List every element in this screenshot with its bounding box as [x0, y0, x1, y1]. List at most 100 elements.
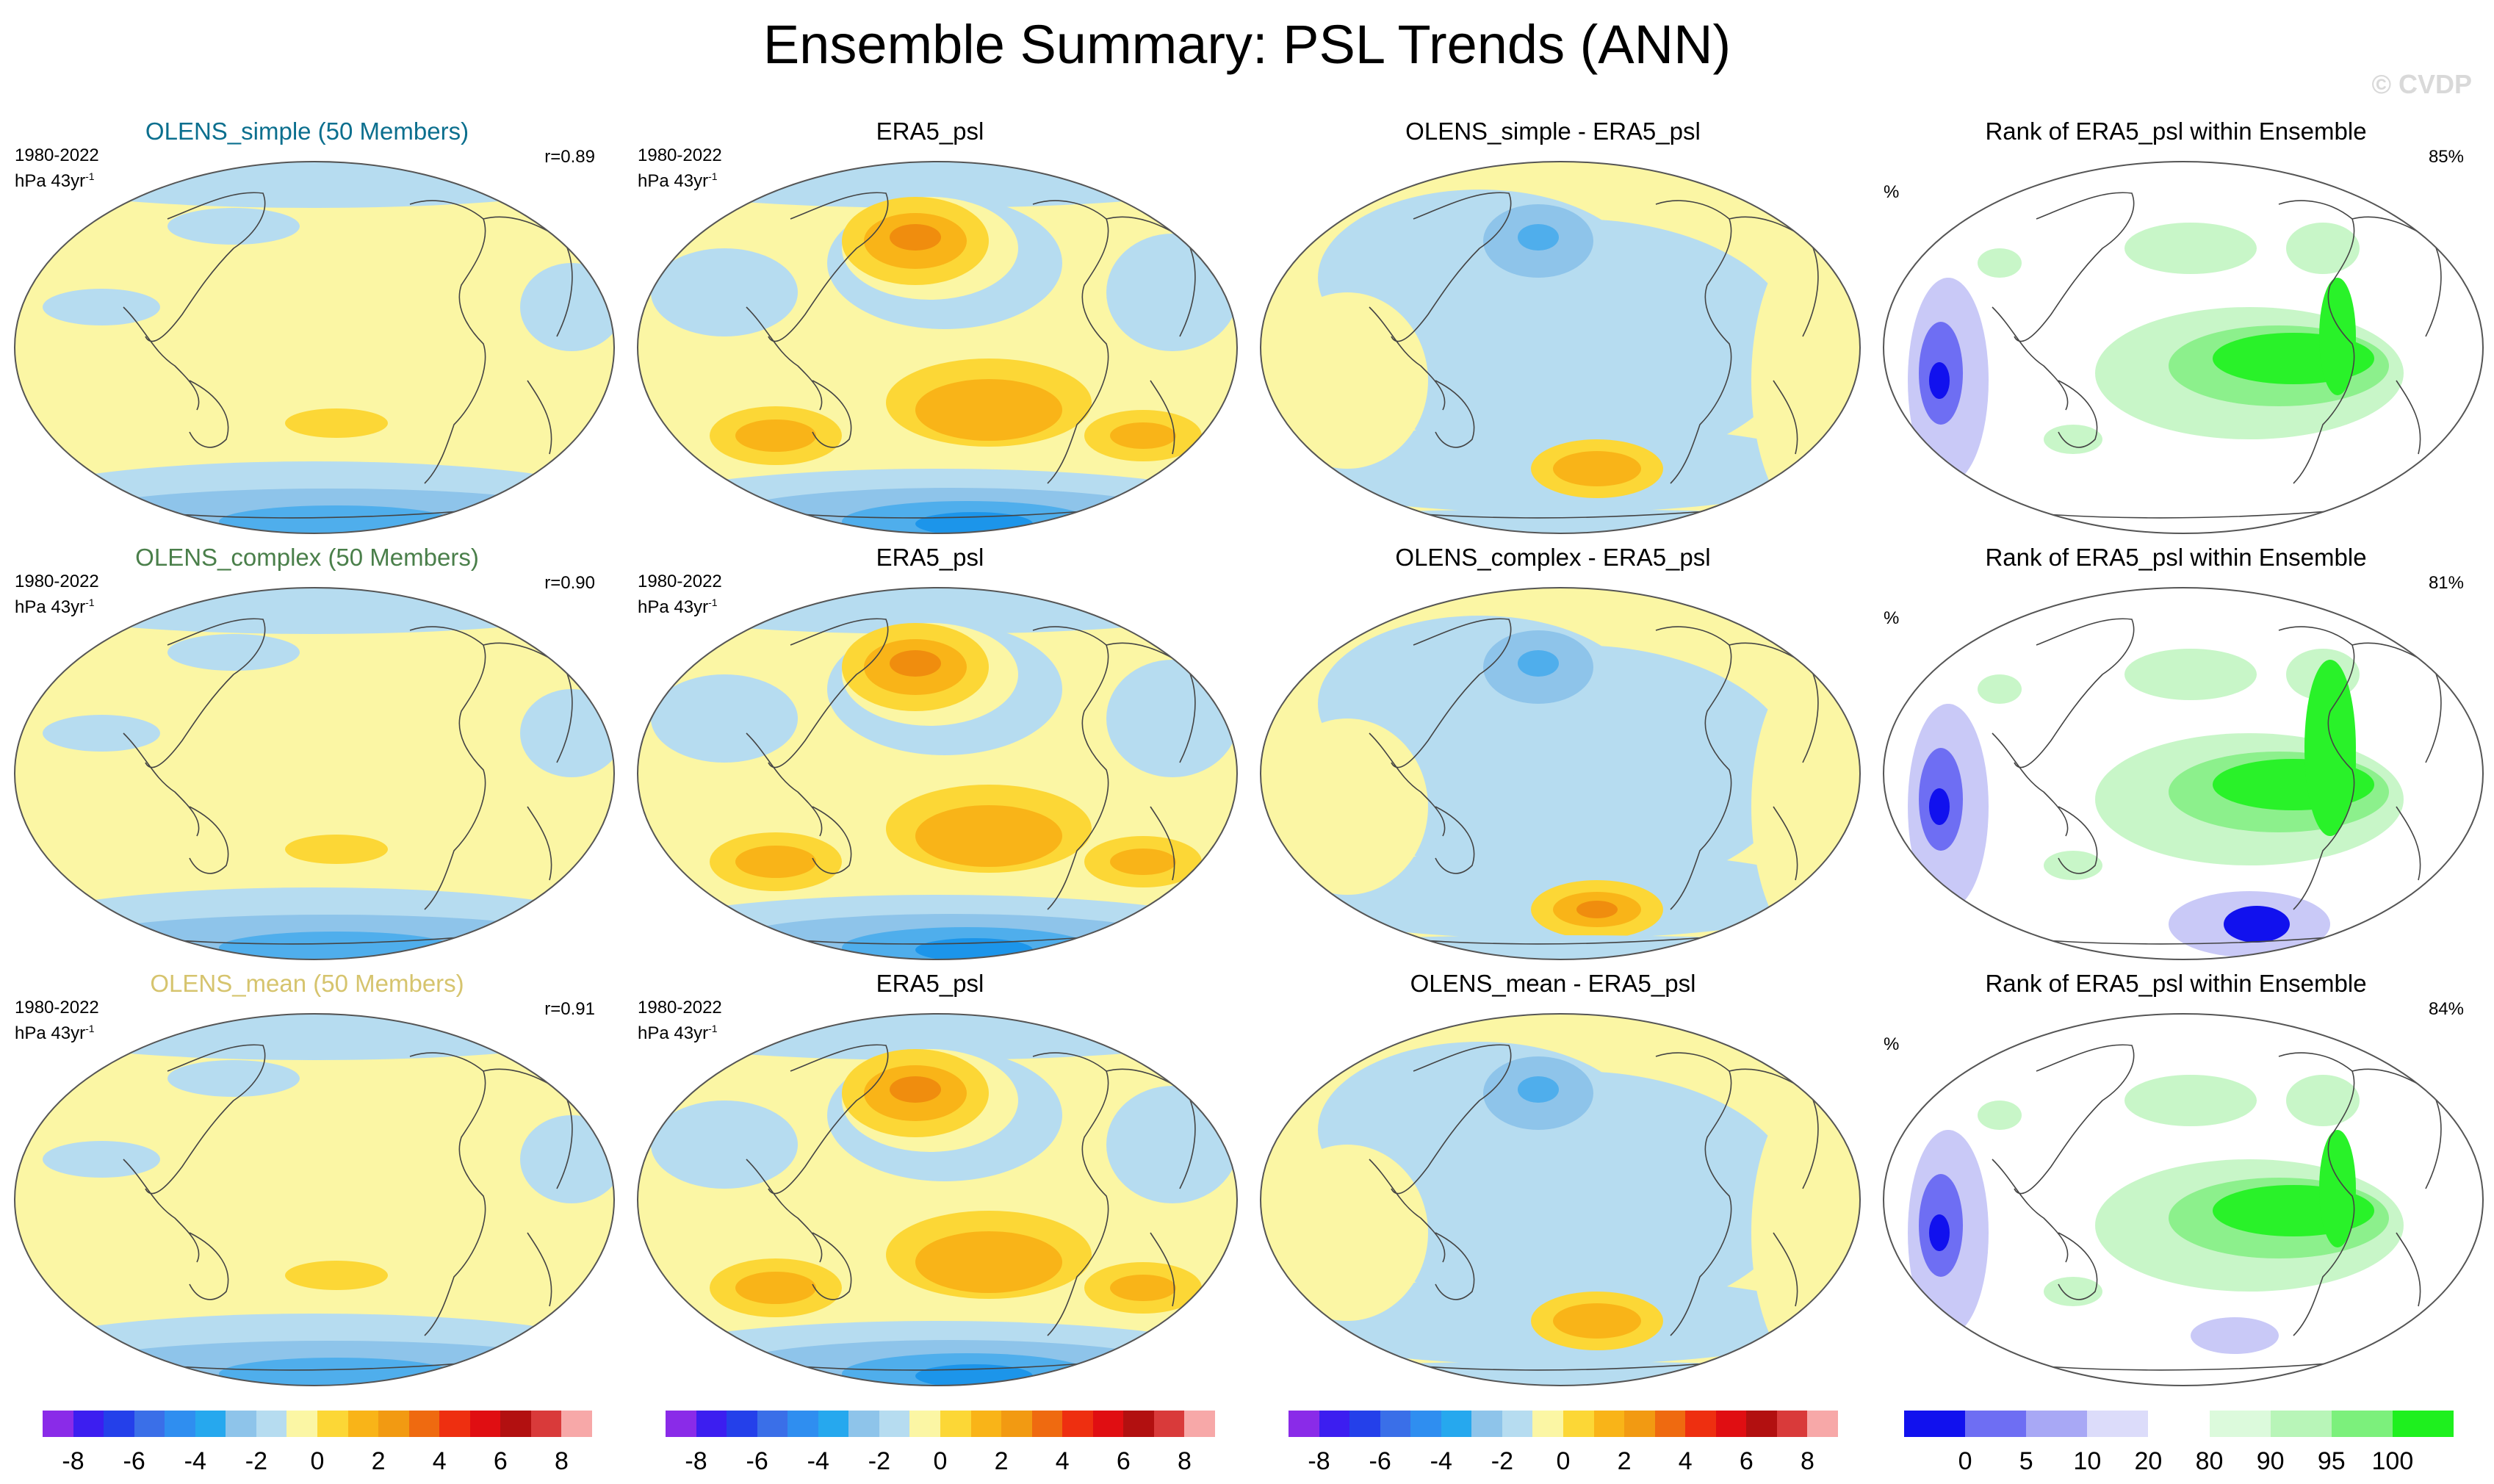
- rank-percent: 81%: [2428, 573, 2464, 593]
- coastline: [2278, 1052, 2355, 1336]
- colorbar-tick-label: 6: [1739, 1447, 1754, 1475]
- coastline: [1992, 1159, 2069, 1263]
- coastline: [1435, 806, 1475, 874]
- trend-colorbar-col3: -8 -6 -4 -2 0 2 4 6 8: [1289, 1411, 1839, 1475]
- units-label: hPa 43yr-1: [638, 592, 722, 618]
- percent-unit: %: [1884, 182, 1900, 202]
- units-exponent: -1: [85, 170, 95, 182]
- map-border: [637, 587, 1238, 960]
- map-border: [14, 161, 615, 534]
- colorbar-tick-label: 10: [2073, 1447, 2102, 1475]
- colorbar-swatch: [1184, 1411, 1216, 1437]
- colorbar-swatch: [1563, 1411, 1595, 1437]
- contour-region: [1266, 718, 1428, 895]
- contour-region: [1518, 650, 1559, 677]
- contour-region: [167, 1060, 300, 1097]
- rank-cell: [2124, 223, 2257, 274]
- rank-cell: [2286, 223, 2360, 274]
- map-diff-row3: [1260, 1013, 1861, 1386]
- contour-region: [915, 379, 1062, 441]
- contour-region: [285, 1261, 388, 1290]
- coastline: [123, 732, 200, 837]
- map-border: [637, 161, 1238, 534]
- colorbar-swatch: [1031, 1411, 1063, 1437]
- colorbar-tick-label: 2: [371, 1447, 386, 1475]
- percent-unit: %: [1884, 1034, 1900, 1054]
- colorbar-tick-label: 0: [933, 1447, 948, 1475]
- units-text: hPa 43yr: [15, 1023, 86, 1043]
- colorbar-swatch: [1532, 1411, 1564, 1437]
- percent-unit: %: [1884, 608, 1900, 628]
- contour-region: [915, 1231, 1062, 1293]
- colorbar-swatch: [788, 1411, 819, 1437]
- colorbar-swatch: [1380, 1411, 1411, 1437]
- contour-region: [1576, 901, 1618, 918]
- contour-region: [651, 248, 798, 336]
- period-label: 1980-2022: [15, 572, 99, 591]
- coastline: [1369, 306, 1446, 411]
- map-border: [1260, 161, 1861, 534]
- colorbar-swatch: [1441, 1411, 1472, 1437]
- colorbar-swatch: [1319, 1411, 1350, 1437]
- coastline: [123, 306, 200, 411]
- colorbar-tick-label: -8: [62, 1447, 84, 1475]
- coastline: [1655, 626, 1732, 910]
- trend-colorbar-col1: -8 -6 -4 -2 0 2 4 6 8: [43, 1411, 593, 1475]
- period-units-label: 1980-2022 hPa 43yr-1: [15, 998, 99, 1044]
- coastline: [145, 1044, 266, 1195]
- colorbar-swatch: [1776, 1411, 1808, 1437]
- period-label: 1980-2022: [638, 998, 722, 1017]
- coastline: [527, 806, 552, 881]
- colorbar-swatch: [1715, 1411, 1747, 1437]
- colorbar-tick-label: -8: [685, 1447, 707, 1475]
- colorbar-swatch: [1123, 1411, 1155, 1437]
- contour-region: [15, 1014, 614, 1060]
- panel-rank-row2: Rank of ERA5_psl within Ensemble% 81%: [1869, 544, 2484, 962]
- colorbar-swatch: [1001, 1411, 1033, 1437]
- rank-percent: 85%: [2428, 147, 2464, 167]
- panel-title: Rank of ERA5_psl within Ensemble: [1985, 118, 2367, 145]
- panel-title: ERA5_psl: [876, 118, 984, 145]
- coastline: [189, 806, 229, 874]
- period-units-label: 1980-2022 hPa 43yr-1: [638, 998, 722, 1044]
- map-obs-row1: [637, 161, 1238, 534]
- units-label: hPa 43yr-1: [638, 166, 722, 192]
- map-border: [1260, 587, 1861, 960]
- coastline: [768, 618, 889, 768]
- map-obs-row2: [637, 587, 1238, 960]
- colorbar-tick-label: 0: [1958, 1447, 1972, 1475]
- colorbar-swatch: [1062, 1411, 1094, 1437]
- panel-model-row1: OLENS_simple (50 Members) 1980-2022 hPa 43…: [0, 118, 615, 536]
- colorbar-tick-label: 2: [994, 1447, 1009, 1475]
- rank-cell: [2319, 1130, 2356, 1247]
- coastline: [2396, 380, 2421, 455]
- coastline: [189, 1232, 229, 1300]
- coastline: [1391, 192, 1512, 342]
- units-label: hPa 43yr-1: [638, 1018, 722, 1044]
- panel-rank-row3: Rank of ERA5_psl within Ensemble% 84%: [1869, 970, 2484, 1388]
- colorbar-tick-label: 6: [1116, 1447, 1131, 1475]
- rank-cell: [1978, 248, 2022, 278]
- coastline: [2278, 200, 2355, 484]
- period-units-label: 1980-2022 hPa 43yr-1: [638, 145, 722, 192]
- coastline: [1391, 618, 1512, 768]
- colorbar-tick-label: -6: [1369, 1447, 1391, 1475]
- colorbar-tick-label: 8: [1800, 1447, 1814, 1475]
- colorbar-swatch: [2331, 1411, 2393, 1437]
- pattern-correlation: r=0.89: [544, 147, 595, 167]
- coastline: [2396, 806, 2421, 881]
- panel-diff-row1: OLENS_simple - ERA5_psl: [1246, 118, 1861, 536]
- colorbar-tick-label: -4: [807, 1447, 829, 1475]
- contour-region: [1266, 292, 1428, 469]
- contour-region: [167, 634, 300, 671]
- colorbar-swatch: [286, 1411, 318, 1437]
- colorbar-swatch: [104, 1411, 135, 1437]
- colorbar-swatch: [347, 1411, 379, 1437]
- colorbar-swatch: [378, 1411, 410, 1437]
- panel-title: OLENS_mean (50 Members): [150, 970, 464, 997]
- contour-region: [1110, 422, 1176, 449]
- colorbar-tick-label: 5: [2019, 1447, 2033, 1475]
- colorbar-tick-label: -2: [868, 1447, 890, 1475]
- colorbar-tick-label: -6: [746, 1447, 768, 1475]
- trend-colorbar-col2: -8 -6 -4 -2 0 2 4 6 8: [666, 1411, 1216, 1475]
